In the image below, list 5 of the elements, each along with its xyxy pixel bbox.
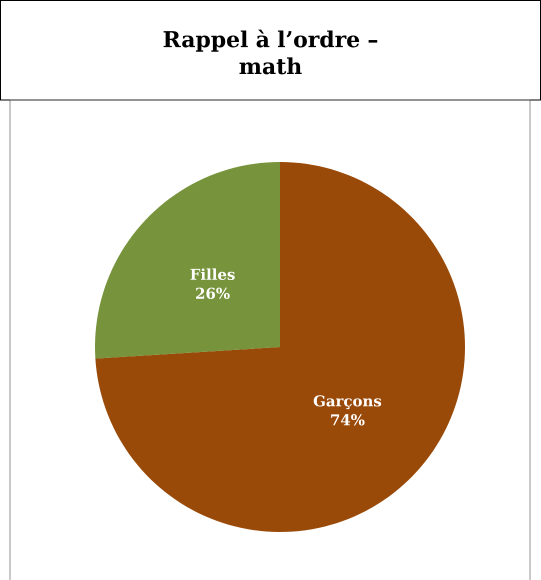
data-label: 26% [196, 288, 230, 299]
chart-title: Rappel à l’ordre – math [164, 30, 378, 74]
slice-label: Garçons [314, 395, 382, 410]
data-label: 74% [331, 414, 365, 426]
slice-label: Filles [190, 268, 235, 280]
